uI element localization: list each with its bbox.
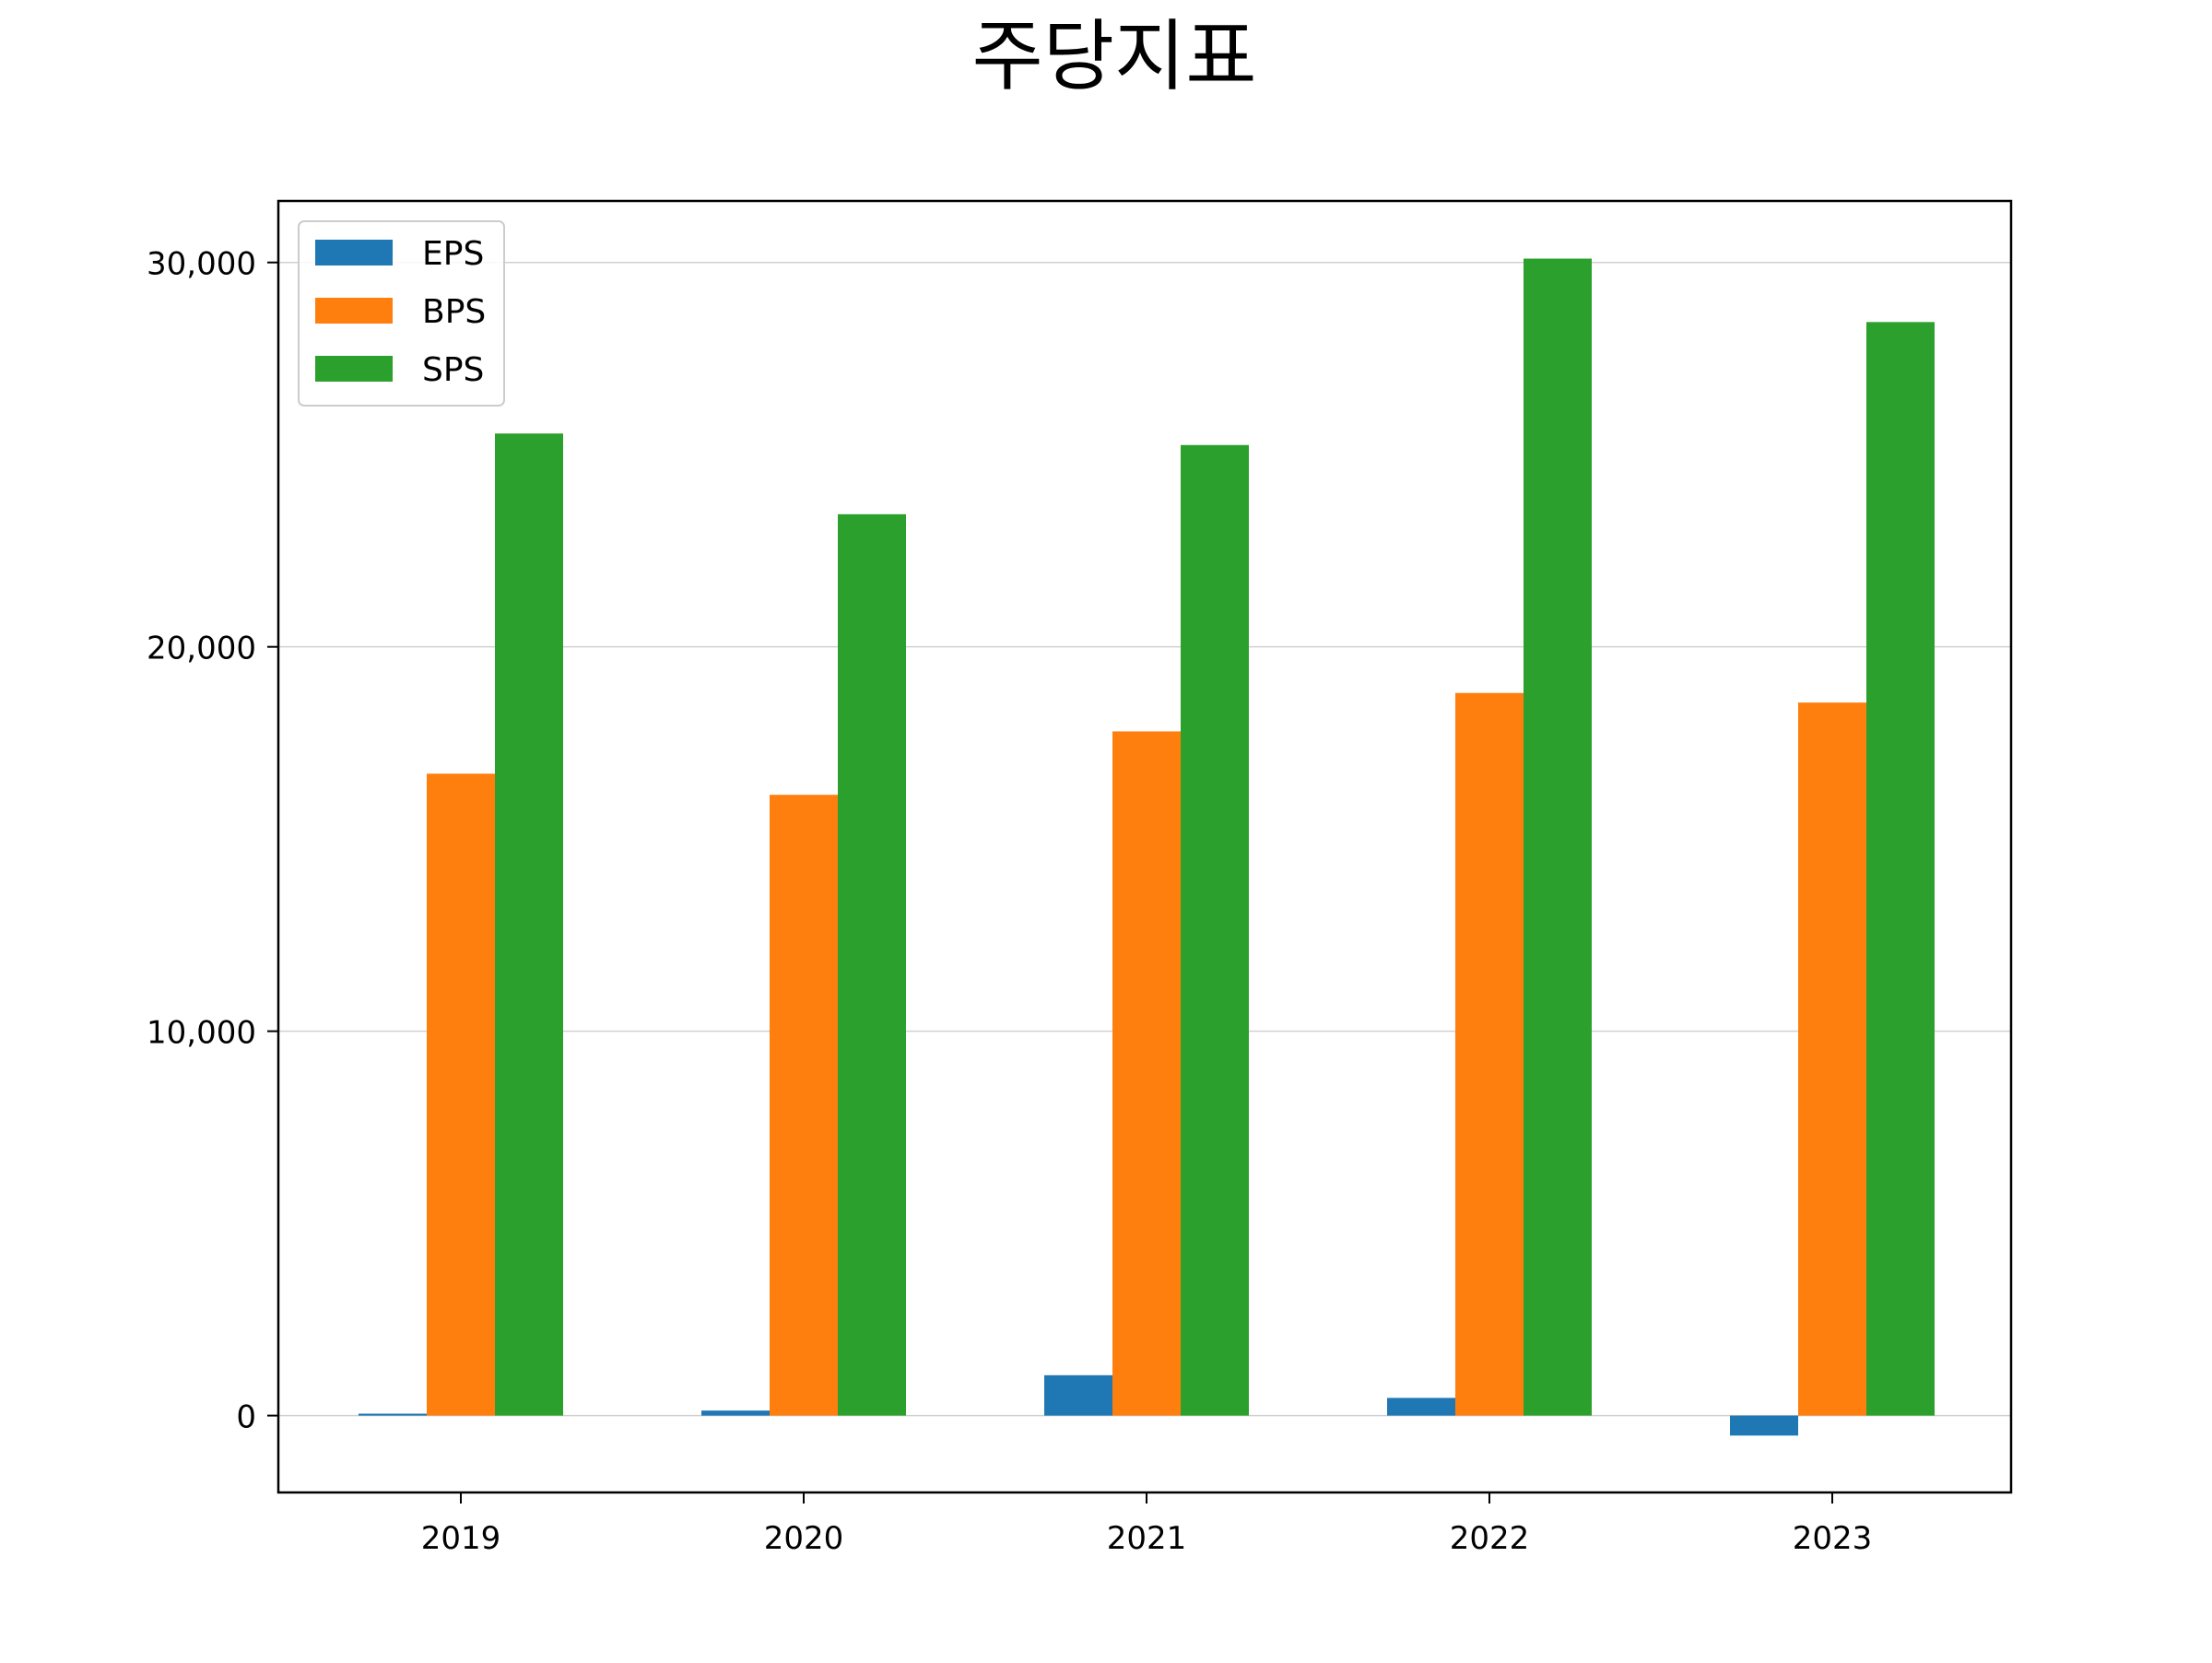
chart-title: 주당지표 [971, 11, 1256, 101]
y-tick-label: 30,000 [147, 246, 256, 283]
bar-bps-2020 [770, 795, 838, 1416]
bar-sps-2020 [838, 513, 906, 1416]
x-axis: 2019 2020 2021 2022 2023 [421, 1492, 1873, 1557]
bar-eps-2022 [1387, 1398, 1455, 1416]
x-tick-label: 2022 [1450, 1520, 1530, 1557]
legend-label-sps: SPS [422, 351, 484, 389]
bar-sps-2023 [1866, 322, 1935, 1416]
legend-swatch-bps [315, 298, 393, 324]
bar-eps-2021 [1044, 1374, 1112, 1416]
x-tick-label: 2021 [1107, 1520, 1187, 1557]
bar-bps-2019 [427, 773, 495, 1416]
bar-sps-2021 [1181, 444, 1249, 1416]
bar-sps-2019 [495, 433, 563, 1416]
legend-label-eps: EPS [422, 235, 484, 273]
bar-eps-2023 [1730, 1415, 1798, 1436]
bar-bps-2021 [1112, 731, 1181, 1416]
plot-frame [276, 199, 2013, 1494]
legend-swatch-eps [315, 240, 393, 265]
y-axis: 0 10,000 20,000 30,000 [147, 246, 278, 1436]
bars [359, 258, 1935, 1436]
bar-eps-2020 [701, 1410, 770, 1416]
y-tick-label: 10,000 [147, 1015, 256, 1052]
y-tick-label: 0 [236, 1399, 256, 1436]
bar-eps-2019 [359, 1413, 427, 1416]
bar-bps-2022 [1455, 692, 1524, 1416]
legend-swatch-sps [315, 356, 393, 382]
bar-sps-2022 [1524, 258, 1592, 1416]
x-tick-label: 2023 [1793, 1520, 1873, 1557]
legend-label-bps: BPS [422, 293, 486, 331]
legend: EPS BPS SPS [298, 220, 505, 407]
bar-bps-2023 [1798, 702, 1866, 1416]
y-tick-label: 20,000 [147, 631, 256, 667]
x-tick-label: 2019 [421, 1520, 501, 1557]
x-tick-label: 2020 [764, 1520, 844, 1557]
